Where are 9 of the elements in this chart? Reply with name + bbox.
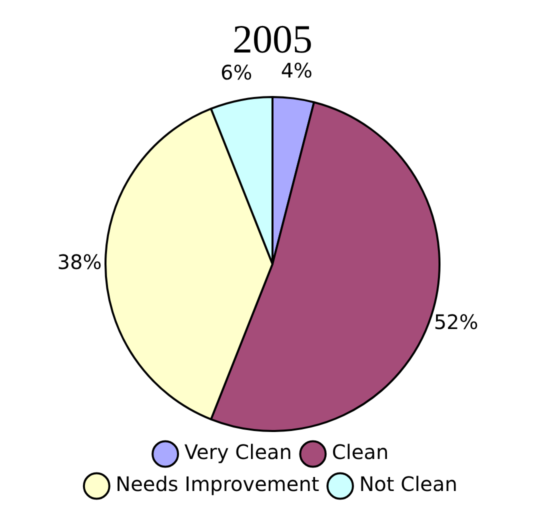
data-label: 52% <box>434 310 478 334</box>
legend-label: Not Clean <box>359 472 458 496</box>
data-label: 4% <box>280 58 313 83</box>
legend-label: Clean <box>332 440 389 464</box>
data-label: 38% <box>57 250 102 274</box>
legend-label: Needs Improvement <box>116 472 320 496</box>
data-label: 6% <box>220 60 252 85</box>
chart-title: 2005 <box>232 16 312 62</box>
legend-label: Very Clean <box>184 440 292 464</box>
